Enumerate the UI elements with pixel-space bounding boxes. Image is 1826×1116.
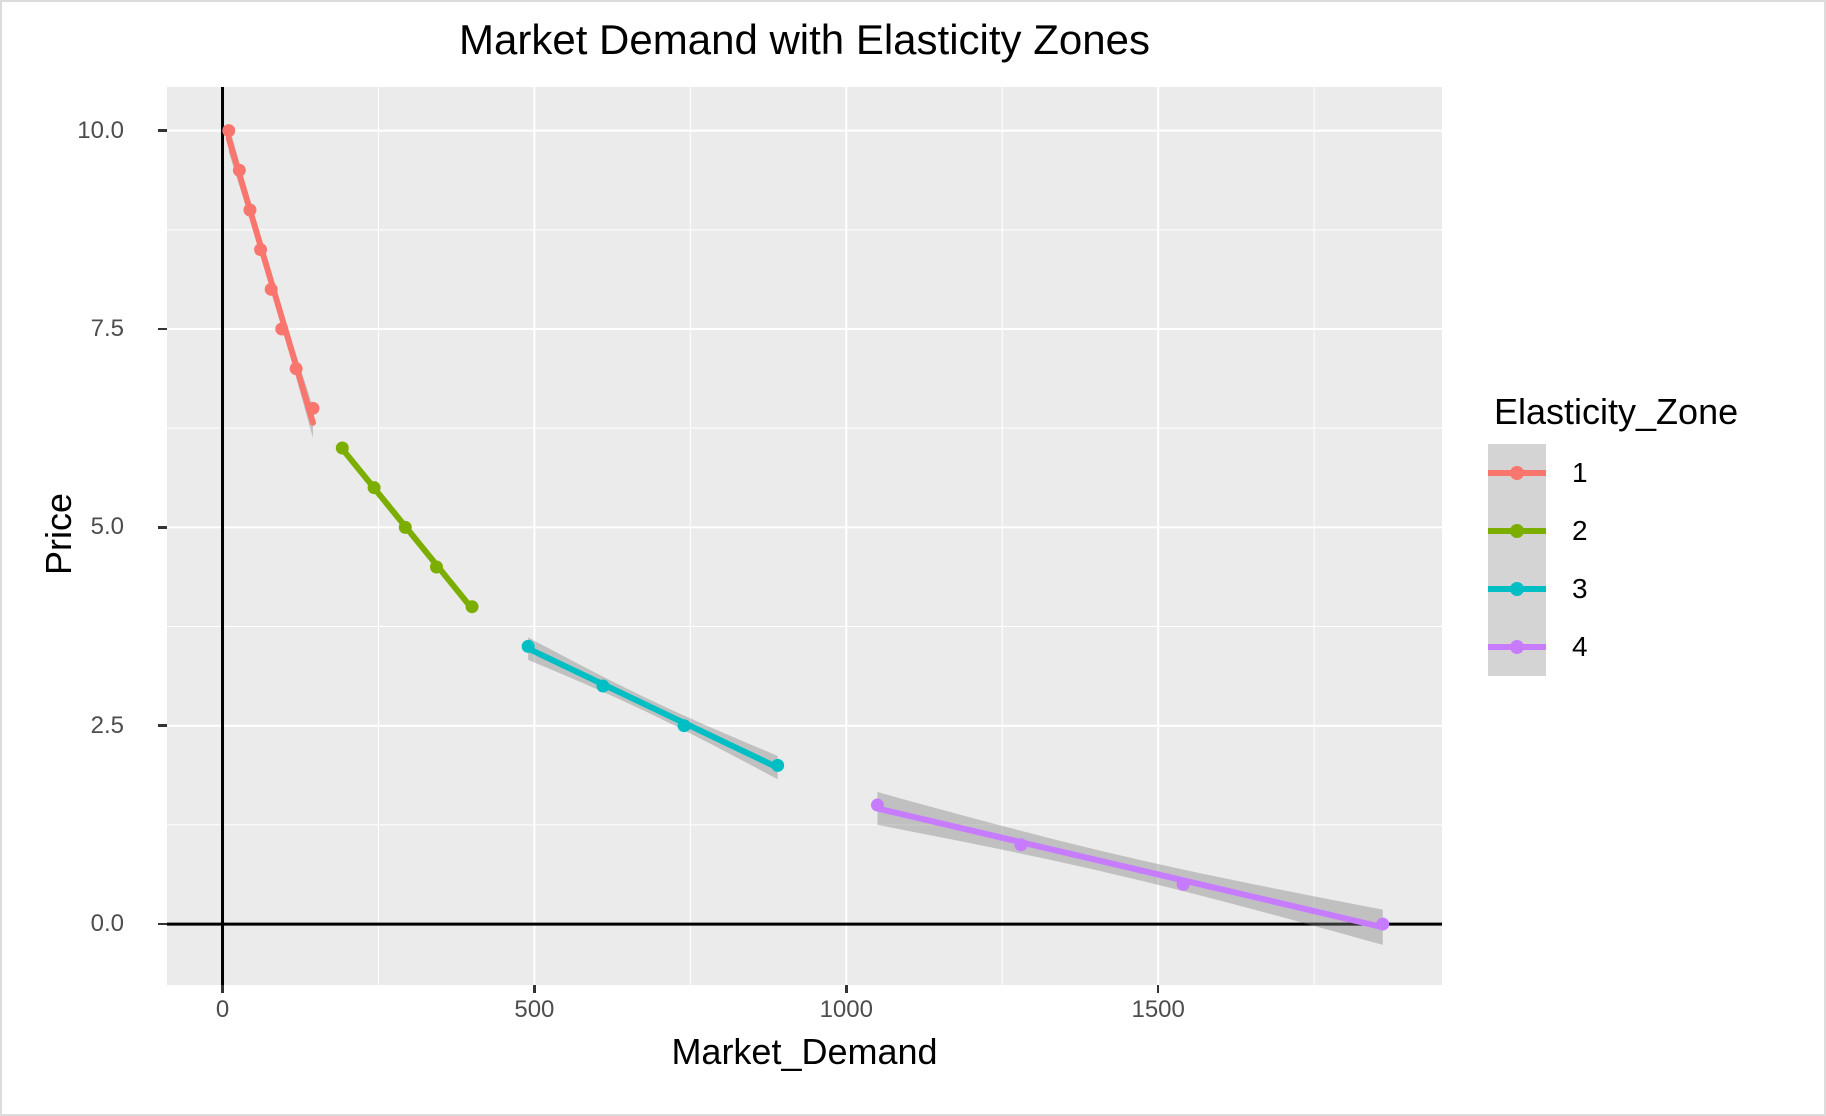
y-tick-label: 2.5 <box>90 711 124 739</box>
data-point-zone-3 <box>596 679 610 693</box>
y-tick-mark <box>158 327 167 331</box>
legend-key-1 <box>1488 444 1546 502</box>
data-point-zone-1 <box>243 203 257 217</box>
legend-key-dot <box>1510 524 1524 538</box>
y-tick-label: 5.0 <box>90 513 124 541</box>
x-tick-mark <box>845 985 848 993</box>
legend-label-1: 1 <box>1572 457 1588 488</box>
legend-key-4 <box>1488 618 1546 676</box>
legend-key-dot <box>1510 466 1524 480</box>
data-point-zone-1 <box>222 124 236 138</box>
y-tick-mark <box>158 129 167 132</box>
x-tick-label: 0 <box>215 996 230 1023</box>
data-point-zone-2 <box>429 560 443 574</box>
y-tick-mark <box>158 724 167 727</box>
legend-key-dot <box>1510 640 1524 654</box>
smooth-line-zone-4 <box>874 805 1386 931</box>
x-tick-mark <box>221 985 224 993</box>
legend-title: Elasticity_Zone <box>1494 391 1739 432</box>
data-point-zone-3 <box>677 719 691 733</box>
legend-label-4: 4 <box>1572 631 1588 662</box>
data-point-zone-2 <box>398 520 412 534</box>
x-tick-mark <box>1156 985 1160 993</box>
x-axis-title: Market_Demand <box>671 1031 938 1072</box>
data-point-zone-3 <box>771 758 785 772</box>
data-point-zone-1 <box>289 362 303 376</box>
data-point-zone-1 <box>254 243 268 257</box>
data-point-zone-4 <box>870 798 884 812</box>
smooth-line-zone-1 <box>225 135 316 426</box>
legend-key-dot <box>1510 582 1524 596</box>
data-point-zone-1 <box>232 163 246 177</box>
data-point-zone-3 <box>521 639 535 653</box>
data-point-zone-4 <box>1176 877 1190 891</box>
data-point-zone-4 <box>1376 917 1390 931</box>
x-tick-label: 1000 <box>819 996 873 1023</box>
data-point-zone-1 <box>264 282 278 296</box>
legend-key-3 <box>1488 560 1546 618</box>
data-point-zone-2 <box>335 441 349 455</box>
data-point-zone-4 <box>1014 838 1028 852</box>
x-tick-mark <box>533 985 536 993</box>
chart-title: Market Demand with Elasticity Zones <box>459 16 1150 63</box>
y-tick-mark <box>158 526 167 529</box>
y-axis-title: Price <box>38 492 79 576</box>
x-tick-label: 1500 <box>1131 996 1185 1023</box>
y-tick-label: 7.5 <box>90 314 124 342</box>
y-tick-label: 10.0 <box>77 116 124 144</box>
data-point-zone-2 <box>367 481 381 495</box>
legend-key-2 <box>1488 502 1546 560</box>
y-tick-label: 0.0 <box>90 910 124 938</box>
data-point-zone-2 <box>465 600 479 614</box>
plot-panel <box>167 87 1442 985</box>
smooth-line-zone-3 <box>525 645 781 771</box>
data-point-zone-1 <box>275 322 289 336</box>
legend-label-2: 2 <box>1572 515 1588 546</box>
legend-label-3: 3 <box>1572 573 1588 604</box>
plot-canvas <box>167 87 1442 985</box>
x-tick-label: 500 <box>514 996 555 1023</box>
y-tick-mark <box>158 922 167 926</box>
data-point-zone-1 <box>306 401 320 415</box>
